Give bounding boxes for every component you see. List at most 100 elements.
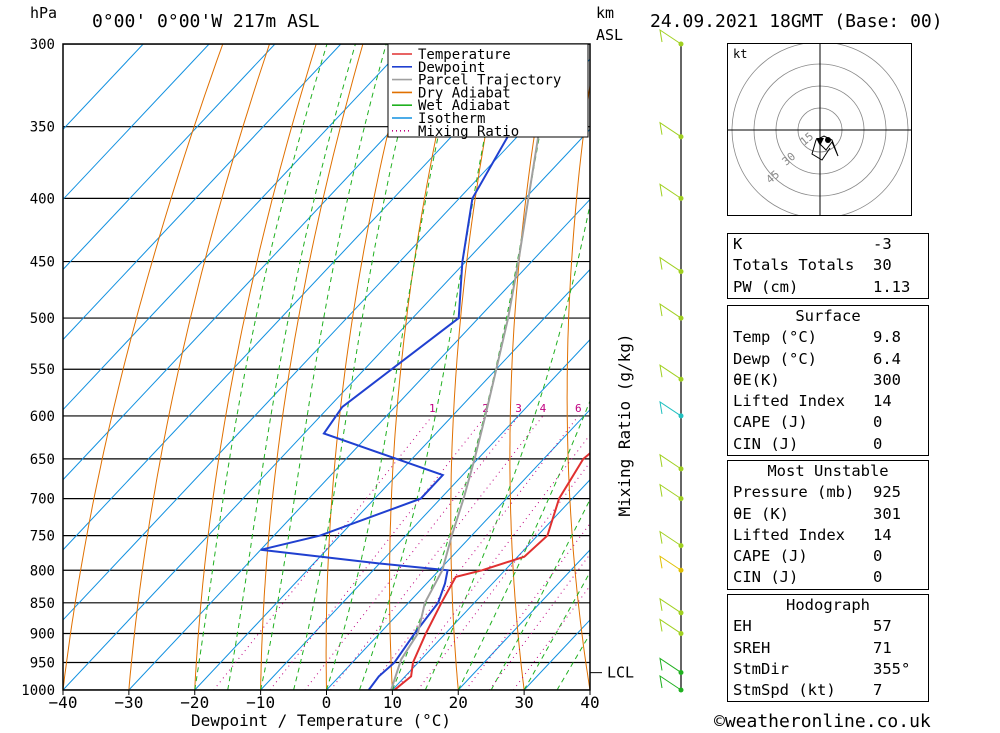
hodograph-unit: kt xyxy=(733,47,747,61)
table-value: 300 xyxy=(873,370,901,389)
wet-adiabat-line xyxy=(424,202,590,690)
y-tick-label: 850 xyxy=(30,596,55,612)
table-key: CAPE (J) xyxy=(733,413,808,432)
legend-label: Isotherm xyxy=(418,111,485,127)
table-key: StmSpd (kt) xyxy=(733,681,836,700)
mixing-ratio-line xyxy=(269,415,487,690)
x-tick-label: 20 xyxy=(449,693,468,712)
table-row: K -3 xyxy=(728,234,928,255)
dry-adiabat-line xyxy=(128,44,270,690)
asl-unit-label: ASL xyxy=(596,26,624,44)
table-key: K xyxy=(733,235,743,253)
table-row: Pressure (mb) 925 xyxy=(728,482,928,503)
y-tick-label: 750 xyxy=(30,529,55,545)
y-tick-label: 400 xyxy=(30,191,55,207)
table-value: 30 xyxy=(873,256,892,275)
wind-barb xyxy=(659,121,682,138)
location-title: 0°00' 0°00'W 217m ASL xyxy=(92,11,320,32)
dry-adiabat-line xyxy=(676,44,720,690)
hodograph-table: Hodograph EH 57 SREH 71 StmDir 355° StmSpd (kt)… xyxy=(727,594,929,703)
mixing-ratio-label: 20 xyxy=(686,402,699,415)
table-value: 1.13 xyxy=(873,277,911,296)
legend-label: Parcel Trajectory xyxy=(418,73,561,89)
dry-adiabat-line xyxy=(566,82,590,690)
isotherm-line xyxy=(63,44,539,551)
table-row: StmSpd (kt) 7 xyxy=(728,680,928,701)
wet-adiabat-line xyxy=(457,399,590,690)
table-row: EH 57 xyxy=(728,616,928,637)
table-value: 0 xyxy=(873,413,883,432)
wind-barb xyxy=(659,453,682,470)
wind-barb xyxy=(659,555,682,571)
datetime-title: 24.09.2021 18GMT (Base: 00) xyxy=(650,11,943,32)
table-row: Dewp (°C) 6.4 xyxy=(728,349,928,370)
isotherm-line xyxy=(63,44,276,271)
wind-barb xyxy=(659,657,682,673)
x-tick-label: 30 xyxy=(514,693,533,712)
mixing-ratio-line xyxy=(330,415,544,690)
wind-barb xyxy=(659,400,682,417)
table-row: Lifted Index 14 xyxy=(728,391,928,412)
wind-barb xyxy=(659,256,682,272)
isotherm-line xyxy=(194,268,590,690)
table-key: EH xyxy=(733,617,752,636)
y-tick-label: 600 xyxy=(30,409,55,425)
isotherm-line xyxy=(63,44,210,201)
y-tick-label: 300 xyxy=(30,37,55,53)
y-tick-label: 550 xyxy=(30,362,55,378)
wind-barb xyxy=(659,303,682,319)
mixing-ratio-label: 8 xyxy=(601,402,608,415)
x-tick-label: 0 xyxy=(322,693,332,712)
wet-adiabat-line xyxy=(589,689,590,690)
table-key: PW (cm) xyxy=(733,277,799,296)
hpa-unit-label: hPa xyxy=(30,4,58,22)
hodograph-ring-label: 45 xyxy=(764,168,783,186)
table-row: Temp (°C) 9.8 xyxy=(728,327,928,348)
surface-table: Surface Temp (°C) 9.8 Dewp (°C) 6.4 θE(K) 300 L… xyxy=(727,305,929,457)
series-temperature xyxy=(393,451,590,690)
table-key: Lifted Index xyxy=(733,525,845,544)
wind-barb xyxy=(659,618,682,634)
x-tick-label: −40 xyxy=(49,693,78,712)
isotherm-line xyxy=(392,479,590,690)
wind-barb xyxy=(659,597,682,614)
dry-adiabat-line xyxy=(194,44,317,690)
wet-adiabat-line xyxy=(556,633,590,690)
wind-barb xyxy=(659,483,682,500)
isotherm-line xyxy=(128,198,590,690)
hodograph-arrow xyxy=(816,138,824,146)
skew-t-chart: 1 2 3 4 6 8 10 16 20 25 3003504004505005506006507… xyxy=(21,28,720,730)
table-row: Totals Totals 30 xyxy=(728,255,928,276)
table-row: CAPE (J) 0 xyxy=(728,412,928,433)
wet-adiabat-line xyxy=(523,571,590,690)
y-tick-label: 500 xyxy=(30,311,55,327)
x-tick-label: −30 xyxy=(114,693,143,712)
wind-barb xyxy=(659,28,682,45)
table-value: 7 xyxy=(873,681,883,700)
table-value: 925 xyxy=(873,483,901,502)
table-value: 57 xyxy=(873,617,892,636)
table-row: SREH 71 xyxy=(728,638,928,659)
mixing-ratio-axis-label: Mixing Ratio (g/kg) xyxy=(615,333,634,516)
y-tick-label: 700 xyxy=(30,492,55,508)
dry-adiabat-line xyxy=(509,44,551,690)
mixing-ratio-label: 2 xyxy=(482,402,489,415)
table-row: StmDir 355° xyxy=(728,659,928,680)
x-tick-label: 40 xyxy=(580,693,599,712)
table-row: θE (K) 301 xyxy=(728,504,928,525)
isotherm-line xyxy=(63,128,590,690)
table-row: θE(K) 300 xyxy=(728,370,928,391)
table-value: 0 xyxy=(873,434,883,453)
wet-adiabat-line xyxy=(260,44,387,690)
table-key: CIN (J) xyxy=(733,568,799,587)
y-tick-label: 950 xyxy=(30,655,55,671)
table-value: 71 xyxy=(873,638,892,657)
legend-label: Mixing Ratio xyxy=(418,124,519,140)
wind-barb xyxy=(659,530,682,547)
table-row: CIN (J) 0 xyxy=(728,567,928,588)
mixing-ratio-line xyxy=(465,522,590,690)
table-key: Pressure (mb) xyxy=(733,483,855,502)
dry-adiabat-line xyxy=(260,44,364,690)
table-section-title: Surface xyxy=(795,307,861,325)
